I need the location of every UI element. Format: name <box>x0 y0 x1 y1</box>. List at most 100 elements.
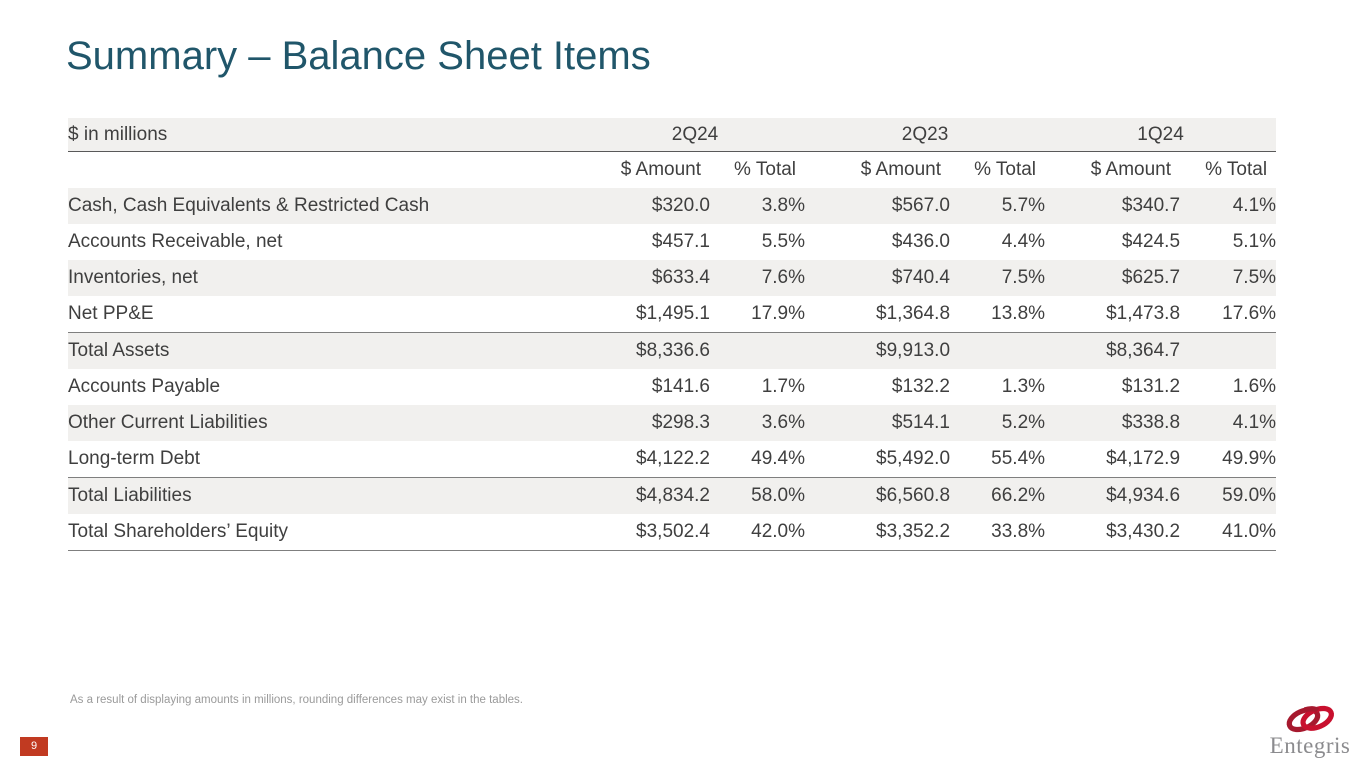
row-value: 17.6% <box>1222 303 1277 324</box>
table-subheader-row: $ Amount % Total $ Amount % Total $ Amou… <box>68 152 1276 189</box>
footnote: As a result of displaying amounts in mil… <box>70 694 523 706</box>
row-value: $4,934.6 <box>1106 485 1181 506</box>
row-value <box>950 333 1045 370</box>
row-value: 5.7% <box>1001 195 1046 216</box>
table-row: Net PP&E $1,495.1 17.9% $1,364.8 13.8% $1,473… <box>68 296 1276 333</box>
row-label: Accounts Receivable, net <box>68 231 283 252</box>
subheader-amount: $ Amount <box>620 159 701 180</box>
period-header-2q24: 2Q24 <box>671 123 719 145</box>
row-value: 4.1% <box>1232 195 1277 216</box>
subheader-pct: % Total <box>1205 159 1268 180</box>
row-value: 1.7% <box>761 376 806 397</box>
subheader-spacer <box>68 152 585 189</box>
row-value: $338.8 <box>1121 412 1181 433</box>
period-header-1q24: 1Q24 <box>1137 123 1184 145</box>
row-value: $320.0 <box>651 195 710 216</box>
row-label: Net PP&E <box>68 303 154 324</box>
subheader-amount: $ Amount <box>860 159 942 180</box>
subheader-pct: % Total <box>974 159 1037 180</box>
entegris-rings-icon <box>1286 705 1334 733</box>
balance-sheet-body: Cash, Cash Equivalents & Restricted Cash… <box>68 188 1277 551</box>
row-label: Inventories, net <box>68 267 198 288</box>
row-value: $424.5 <box>1121 231 1181 252</box>
page-number-badge: 9 <box>20 737 48 756</box>
row-value: 5.2% <box>1001 412 1046 433</box>
row-value: 3.6% <box>761 412 806 433</box>
table-row: Accounts Receivable, net $457.1 5.5% $436.0… <box>68 224 1276 260</box>
row-value: 59.0% <box>1222 485 1277 506</box>
row-value: $6,560.8 <box>876 485 951 506</box>
row-value: 58.0% <box>751 485 806 506</box>
row-value: $1,364.8 <box>876 303 951 324</box>
row-value: 1.6% <box>1232 376 1277 397</box>
row-value: 5.1% <box>1232 231 1277 252</box>
row-value: $633.4 <box>651 267 710 288</box>
table-period-header-row: $ in millions 2Q24 2Q23 1Q24 <box>68 118 1277 152</box>
entegris-logo: Entegris <box>1262 702 1358 757</box>
table-row: Inventories, net $633.4 7.6% $740.4 7.5% $625… <box>68 260 1277 296</box>
row-value: 49.9% <box>1222 448 1277 469</box>
row-value: 4.1% <box>1232 412 1277 433</box>
row-value: $4,122.2 <box>636 448 710 469</box>
row-value: $141.6 <box>651 376 710 397</box>
row-value: 33.8% <box>991 521 1046 542</box>
row-value: 13.8% <box>991 303 1046 324</box>
row-value: $3,430.2 <box>1106 521 1181 542</box>
row-value: $567.0 <box>891 195 951 216</box>
row-value: $340.7 <box>1121 195 1181 216</box>
row-value: 41.0% <box>1222 521 1277 542</box>
row-label: Long-term Debt <box>68 448 201 469</box>
row-value: $298.3 <box>651 412 710 433</box>
row-label: Cash, Cash Equivalents & Restricted Cash <box>68 195 430 216</box>
row-value: $4,834.2 <box>636 485 710 506</box>
row-value: $132.2 <box>891 376 951 397</box>
row-value: 3.8% <box>761 195 806 216</box>
row-value: 5.5% <box>761 231 806 252</box>
table-row: Long-term Debt $4,122.2 49.4% $5,492.0 55.4%… <box>68 441 1276 478</box>
row-value: $5,492.0 <box>876 448 951 469</box>
row-value: 4.4% <box>1001 231 1046 252</box>
table-row: Other Current Liabilities $298.3 3.6% $514.… <box>68 405 1277 441</box>
table-row: Accounts Payable $141.6 1.7% $132.2 1.3% $131… <box>68 369 1276 405</box>
row-value: $1,495.1 <box>636 303 710 324</box>
unit-label: $ in millions <box>68 123 168 145</box>
period-header-2q23: 2Q23 <box>901 123 949 145</box>
row-label: Other Current Liabilities <box>68 412 268 433</box>
row-value: 7.6% <box>761 267 806 288</box>
row-value: 55.4% <box>991 448 1046 469</box>
row-value: 7.5% <box>1232 267 1277 288</box>
row-label: Total Liabilities <box>68 485 192 506</box>
row-value: 17.9% <box>751 303 806 324</box>
table-row: Total Liabilities $4,834.2 58.0% $6,560.8 66… <box>68 477 1277 514</box>
row-value <box>710 333 805 370</box>
row-value: $1,473.8 <box>1106 303 1181 324</box>
row-label: Total Shareholders’ Equity <box>68 521 289 542</box>
table-row: Total Shareholders’ Equity $3,502.4 42.0% $… <box>68 514 1277 551</box>
row-value: $8,364.7 <box>1106 340 1181 361</box>
entegris-wordmark: Entegris <box>1269 733 1351 758</box>
table-row: Cash, Cash Equivalents & Restricted Cash… <box>68 188 1277 224</box>
row-value: $131.2 <box>1121 376 1181 397</box>
row-value <box>1180 333 1276 370</box>
row-value: $457.1 <box>651 231 710 252</box>
row-value: $4,172.9 <box>1106 448 1181 469</box>
row-label: Total Assets <box>68 340 170 361</box>
row-value: $9,913.0 <box>876 340 951 361</box>
row-label: Accounts Payable <box>68 376 221 397</box>
page-title: Summary – Balance Sheet Items <box>66 34 651 78</box>
row-value: $3,502.4 <box>636 521 710 542</box>
subheader-pct: % Total <box>734 159 797 180</box>
table-row: Total Assets $8,336.6 $9,913.0 $8,364.7 <box>68 332 1277 370</box>
row-value: 1.3% <box>1001 376 1046 397</box>
row-value: $3,352.2 <box>876 521 951 542</box>
row-value: 66.2% <box>991 485 1046 506</box>
row-value: $436.0 <box>891 231 951 252</box>
row-value: 42.0% <box>751 521 806 542</box>
row-value: 49.4% <box>751 448 806 469</box>
row-value: $514.1 <box>891 412 951 433</box>
balance-sheet-table: $ in millions 2Q24 2Q23 1Q24 $ Amount % … <box>68 118 1277 551</box>
row-value: 7.5% <box>1001 267 1046 288</box>
row-value: $740.4 <box>891 267 951 288</box>
row-value: $625.7 <box>1121 267 1181 288</box>
